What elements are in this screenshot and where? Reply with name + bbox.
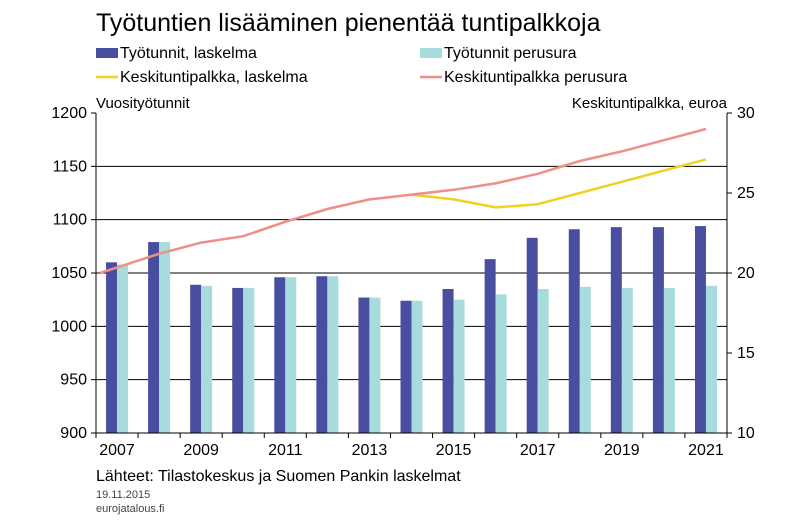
x-tick-label: 2011 [268, 442, 303, 459]
bar [369, 297, 381, 433]
series-line [99, 127, 707, 275]
bar [327, 276, 339, 433]
left-tick-label: 950 [60, 372, 87, 389]
bar [285, 277, 297, 433]
right-tick-label: 20 [737, 265, 755, 282]
bar [148, 242, 160, 433]
bar [232, 287, 244, 433]
right-tick-label: 10 [737, 425, 755, 442]
bar [274, 277, 286, 433]
bar [663, 287, 675, 433]
bar [190, 284, 202, 433]
bar [610, 227, 622, 433]
legend-swatch [420, 48, 442, 58]
bar [453, 299, 465, 433]
left-tick-label: 1000 [51, 318, 87, 335]
left-tick-label: 1150 [53, 158, 88, 175]
x-tick-label: 2009 [183, 442, 219, 459]
series-line [411, 158, 707, 209]
bar [652, 227, 664, 433]
bar [694, 226, 706, 433]
left-tick-label: 1100 [53, 212, 88, 229]
legend-label: Työtunnit perusura [444, 45, 577, 62]
bar [484, 259, 496, 433]
bar [537, 289, 549, 433]
source-note: Lähteet: Tilastokeskus ja Suomen Pankin … [96, 468, 461, 485]
right-axis-label: Keskituntipalkka, euroa [572, 95, 728, 112]
right-tick-label: 15 [737, 345, 755, 362]
axes [91, 112, 732, 438]
left-axis-label: Vuosityötunnit [96, 95, 191, 112]
date-note: 19.11.2015 [96, 489, 150, 501]
bar [316, 276, 328, 433]
site-note: eurojatalous.fi [96, 503, 165, 515]
bar [495, 294, 507, 433]
bar [400, 300, 412, 433]
bar [579, 286, 591, 433]
bar [411, 300, 423, 433]
legend-item: Keskituntipalkka, laskelma [96, 69, 308, 86]
x-tick-label: 2017 [520, 442, 556, 459]
x-tick-label: 2019 [604, 442, 640, 459]
left-tick-label: 900 [60, 425, 87, 442]
bar [526, 237, 538, 433]
bar [117, 264, 129, 433]
legend-item: Keskituntipalkka perusura [420, 69, 627, 86]
bar [705, 285, 717, 433]
x-tick-label: 2021 [688, 442, 724, 459]
bar [621, 287, 633, 433]
legend-label: Keskituntipalkka perusura [444, 69, 627, 86]
bar [159, 242, 171, 433]
left-tick-label: 1050 [51, 265, 87, 282]
bar [442, 289, 454, 433]
right-tick-label: 25 [737, 185, 755, 202]
chart-title: Työtuntien lisääminen pienentää tuntipal… [96, 9, 601, 37]
legend-label: Työtunnit, laskelma [120, 45, 257, 62]
x-tick-label: 2013 [352, 442, 388, 459]
legend-item: Työtunnit perusura [420, 45, 577, 62]
legend: Työtunnit, laskelma Työtunnit perusura Kes… [96, 45, 627, 86]
bars [106, 226, 717, 433]
bar [358, 297, 370, 433]
right-tick-label: 30 [737, 105, 755, 122]
legend-item: Työtunnit, laskelma [96, 45, 257, 62]
series-lines [99, 127, 707, 275]
bar [106, 262, 118, 433]
tick-labels: 1200115011001050100095090030252015102007… [51, 105, 754, 459]
x-tick-label: 2015 [436, 442, 472, 459]
left-tick-label: 1200 [51, 105, 87, 122]
legend-label: Keskituntipalkka, laskelma [120, 69, 308, 86]
bar [568, 229, 580, 433]
bar [243, 287, 255, 433]
legend-swatch [96, 48, 118, 58]
bar [201, 285, 213, 433]
x-tick-label: 2007 [99, 442, 135, 459]
